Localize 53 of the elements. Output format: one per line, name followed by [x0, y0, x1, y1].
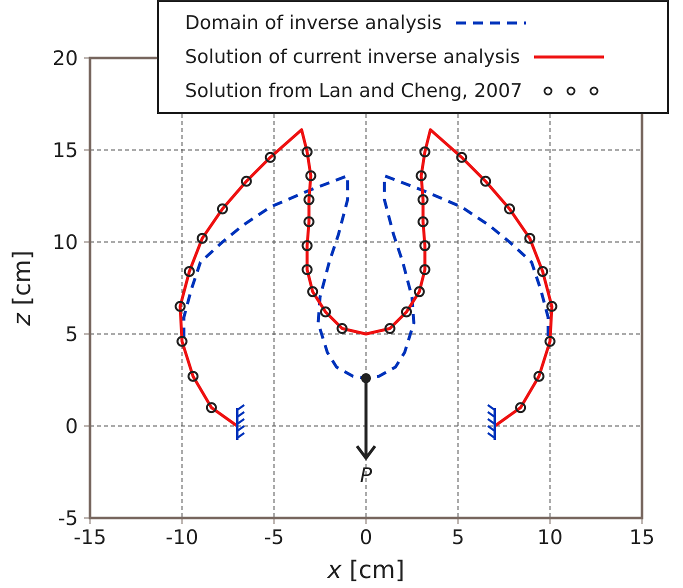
point: [302, 264, 313, 276]
legend-label: Domain of inverse analysis: [185, 12, 442, 34]
point: [184, 266, 195, 277]
x-tick-label: 10: [537, 525, 563, 550]
point: [240, 176, 252, 187]
point: [418, 216, 429, 228]
y-tick-label: 5: [65, 322, 78, 346]
x-tick-label: -10: [166, 525, 198, 550]
x-tick-label: -5: [264, 525, 284, 550]
point: [544, 336, 556, 347]
point: [206, 402, 217, 414]
point: [320, 306, 332, 318]
y-axis-title: z [cm]: [8, 250, 36, 327]
point: [303, 216, 314, 228]
point: [216, 203, 228, 214]
point: [302, 240, 313, 252]
y-tick-label: 0: [65, 414, 78, 438]
y-tick-label: 10: [52, 230, 78, 254]
x-tick-label: 0: [360, 525, 372, 550]
legend-label: Solution from Lan and Cheng, 2007: [185, 80, 522, 102]
point: [302, 146, 313, 158]
point: [384, 322, 396, 334]
point: [456, 152, 468, 163]
annotation: P: [360, 463, 373, 488]
y-tick-label: 20: [52, 46, 78, 70]
point: [303, 194, 314, 206]
point: [176, 336, 188, 347]
x-axis-title: x [cm]: [326, 556, 405, 584]
x-tick-label: 5: [452, 525, 464, 550]
point: [305, 170, 316, 182]
point: [400, 306, 412, 318]
point: [174, 300, 186, 312]
point: [264, 152, 276, 163]
y-tick-label: 15: [52, 138, 78, 162]
point: [418, 194, 429, 206]
point: [515, 402, 526, 414]
point: [504, 203, 516, 214]
point: [336, 322, 348, 334]
point: [546, 300, 558, 312]
point: [419, 240, 430, 252]
point: [416, 170, 427, 182]
point: [524, 232, 536, 244]
point: [533, 370, 544, 382]
point: [307, 286, 318, 298]
legend-label: Solution of current inverse analysis: [185, 46, 520, 68]
x-tick-label: 15: [629, 525, 655, 550]
point: [196, 232, 208, 244]
point: [419, 146, 430, 158]
point: [537, 266, 548, 277]
point: [188, 370, 199, 382]
point: [480, 176, 492, 187]
point: [414, 286, 425, 298]
point: [419, 264, 430, 276]
